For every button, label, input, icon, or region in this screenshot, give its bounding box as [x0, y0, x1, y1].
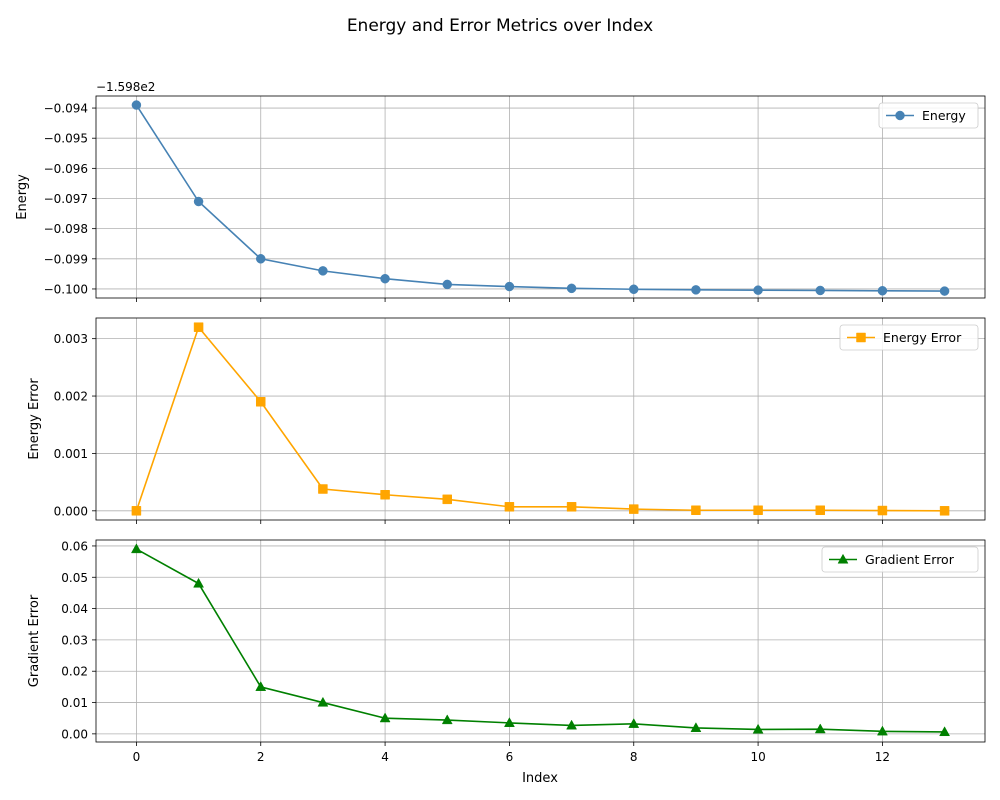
y-tick-label: 0.06	[61, 539, 88, 553]
legend-box	[839, 324, 979, 351]
data-point	[752, 723, 764, 734]
data-point	[814, 723, 826, 734]
data-point	[442, 279, 452, 290]
legend: Energy Error	[839, 324, 979, 351]
legend-marker	[856, 332, 866, 343]
data-point	[939, 726, 951, 737]
y-tick-label: −0.094	[44, 102, 88, 116]
axes-frame	[95, 317, 986, 521]
legend: Gradient Error	[821, 546, 979, 573]
data-point	[876, 725, 888, 736]
legend-marker	[895, 110, 905, 121]
subplot-3: 0 2 4 6 8 10 12 0.00 0.01 0.02 0.03 0.04 0.05 0.06 Gra…	[27, 539, 986, 764]
legend-box	[878, 102, 979, 129]
data-point	[877, 286, 888, 296]
x-tick-label: 8	[630, 750, 638, 764]
y-tick-label: 0.03	[61, 633, 88, 647]
data-point	[566, 502, 577, 512]
data-point	[255, 397, 266, 407]
y-tick-label: −0.096	[44, 162, 88, 176]
x-tick-label: 12	[875, 750, 890, 764]
legend: Energy	[878, 102, 979, 129]
series-line	[135, 104, 945, 292]
series-line	[136, 548, 945, 733]
y-tick-label: 0.00	[61, 727, 88, 741]
y-tick-label: −0.095	[44, 132, 88, 146]
y-axis-label: Gradient Error	[27, 594, 42, 687]
y-tick-label: 0.003	[54, 332, 88, 346]
data-point	[753, 285, 763, 295]
data-point	[131, 506, 142, 516]
data-point	[815, 285, 826, 296]
y-tick-label: 0.01	[61, 696, 88, 710]
data-point	[317, 696, 329, 707]
data-point	[193, 577, 205, 588]
data-point	[939, 506, 950, 516]
y-tick-label: 0.002	[54, 390, 88, 404]
data-point	[442, 494, 452, 505]
x-tick-label: 4	[381, 750, 389, 764]
subplot-2: 0.000 0.001 0.002 0.003 Energy Error Energy E…	[27, 317, 986, 524]
series-line	[135, 325, 945, 512]
data-point	[380, 273, 390, 284]
x-tick-label: 2	[257, 750, 265, 764]
data-point	[691, 505, 701, 515]
y-tick-label: −0.097	[44, 192, 88, 206]
y-tick-label: −0.099	[44, 252, 88, 266]
axes-frame	[95, 539, 986, 743]
axis-offset-label: −1.598e2	[96, 80, 155, 94]
data-point	[690, 722, 702, 732]
y-tick-label: 0.001	[54, 447, 88, 461]
y-tick-label: 0.04	[61, 602, 88, 616]
legend-label: Gradient Error	[865, 552, 955, 567]
data-point	[629, 284, 639, 295]
data-point	[753, 505, 763, 515]
y-axis-label: Energy	[15, 174, 30, 220]
y-axis-label: Energy Error	[27, 378, 42, 460]
legend-label: Energy	[922, 108, 966, 123]
y-tick-label: 0.000	[54, 504, 88, 518]
subplots: −0.094 −0.095 −0.096 −0.097 −0.098 −0.099 −0.1…	[15, 80, 986, 764]
figure-title: Energy and Error Metrics over Index	[347, 16, 653, 36]
y-tick-label: −0.098	[44, 222, 88, 236]
data-point	[628, 718, 640, 728]
legend-label: Energy Error	[883, 330, 962, 345]
legend-marker	[837, 553, 849, 564]
data-point	[379, 712, 391, 723]
data-point	[877, 505, 888, 516]
x-tick-label: 0	[133, 750, 141, 764]
data-point	[193, 322, 204, 332]
legend-box	[821, 546, 979, 573]
data-point	[318, 266, 328, 276]
y-tick-label: 0.05	[61, 571, 88, 585]
x-tick-label: 6	[506, 750, 514, 764]
data-point	[255, 254, 266, 264]
data-point	[318, 484, 328, 494]
data-point	[566, 283, 577, 294]
data-point	[255, 681, 267, 691]
data-point	[441, 714, 453, 725]
data-point	[815, 505, 826, 515]
data-point	[503, 717, 515, 727]
axes-frame	[95, 95, 986, 299]
x-tick-label: 10	[750, 750, 765, 764]
subplot-1: −0.094 −0.095 −0.096 −0.097 −0.098 −0.099 −0.1…	[15, 80, 986, 302]
data-point	[939, 286, 950, 296]
data-point	[130, 543, 142, 554]
data-point	[193, 196, 204, 207]
y-tick-label: 0.02	[61, 665, 88, 679]
data-point	[629, 504, 639, 514]
data-point	[691, 285, 701, 295]
y-tick-label: −0.100	[44, 282, 88, 296]
data-point	[131, 100, 142, 110]
data-point	[380, 490, 390, 500]
data-point	[566, 719, 578, 730]
data-point	[504, 281, 515, 292]
data-point	[504, 502, 515, 512]
x-axis-label: Index	[522, 771, 558, 786]
